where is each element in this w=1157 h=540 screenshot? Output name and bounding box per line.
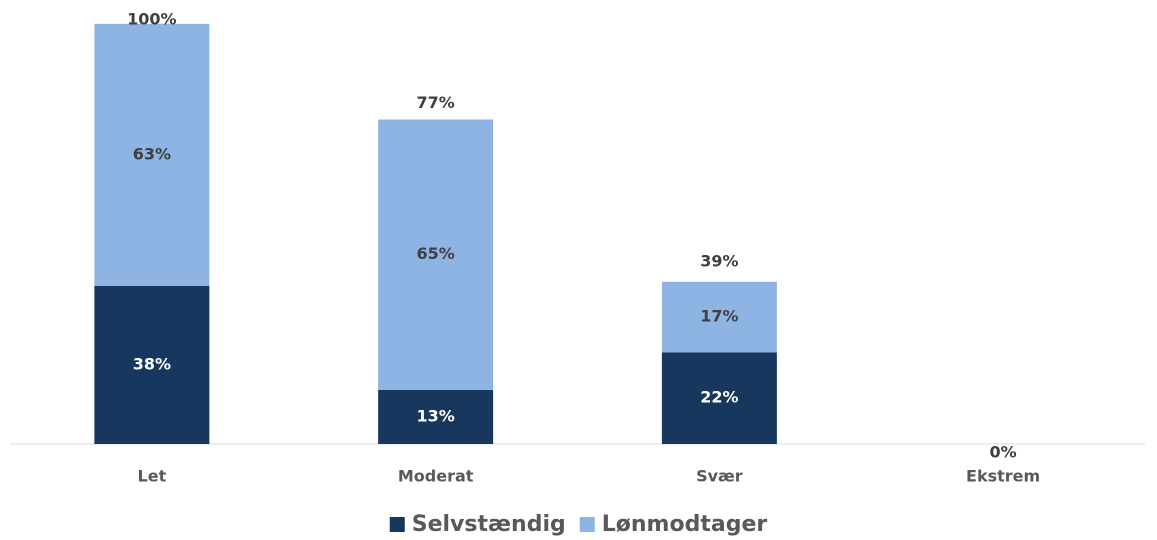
total-label: 100% [127,10,176,29]
x-tick-label: Svær [696,467,743,486]
data-label: 22% [700,388,738,407]
bar-segment [378,389,494,444]
legend-swatch [579,517,595,532]
data-label: 38% [133,354,171,373]
legend-label: Lønmodtager [602,512,768,537]
x-tick-label: Let [138,467,167,486]
bar-segment [661,352,777,444]
x-tick-label: Moderat [398,467,474,486]
bar-segment [94,23,210,286]
total-label: 77% [416,93,454,112]
bar-segment [661,281,777,353]
x-tick-label: Ekstrem [966,467,1040,486]
data-label: 13% [416,406,454,425]
total-label: 0% [990,443,1017,462]
data-label: 65% [416,244,454,263]
bar-segment [94,285,210,444]
total-label: 39% [700,251,738,270]
bar-segment [378,119,494,390]
legend-label: Selvstændig [412,512,566,537]
data-label: 17% [700,307,738,326]
legend-swatch [389,517,405,532]
data-label: 63% [133,144,171,163]
